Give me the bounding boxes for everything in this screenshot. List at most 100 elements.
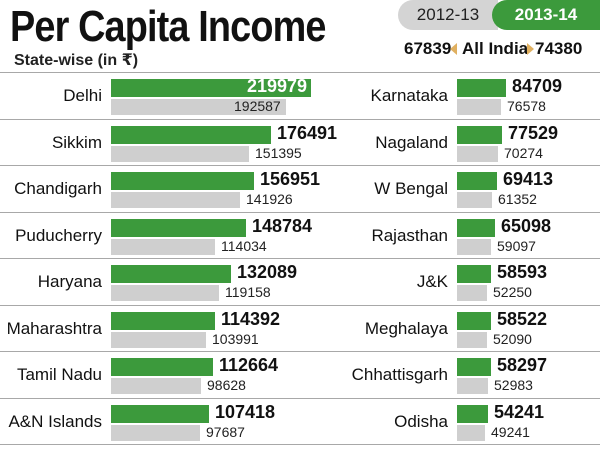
bar-2013-14 bbox=[111, 126, 271, 144]
bar-2012-13 bbox=[457, 192, 492, 208]
bar-row: W Bengal 69413 61352 bbox=[0, 165, 600, 211]
bar-row: Tamil Nadu 112664 98628 bbox=[0, 351, 600, 397]
bar-2012-13 bbox=[457, 425, 485, 441]
bar-row: Nagaland 77529 70274 bbox=[0, 119, 600, 165]
legend-year-new: 2013-14 bbox=[492, 0, 600, 30]
bar-2013-14 bbox=[111, 219, 246, 237]
row-divider bbox=[0, 258, 600, 259]
arrow-left-icon bbox=[450, 43, 457, 55]
value-2012-13: 192587 bbox=[234, 98, 281, 114]
bar-row: Maharashtra 114392 103991 bbox=[0, 305, 600, 351]
state-label: Karnataka bbox=[370, 86, 449, 105]
all-india-old-value: 67839 bbox=[404, 39, 452, 58]
bar-2013-14 bbox=[111, 405, 209, 423]
bar-2013-14 bbox=[457, 312, 491, 330]
state-label: Maharashtra bbox=[6, 319, 102, 338]
bar-2013-14 bbox=[457, 79, 506, 97]
value-2012-13: 76578 bbox=[507, 98, 546, 114]
bar-2012-13 bbox=[111, 332, 206, 348]
bar-row: Haryana 132089 119158 bbox=[0, 258, 600, 304]
value-2013-14: 77529 bbox=[508, 123, 559, 143]
row-divider bbox=[0, 398, 600, 399]
bar-2012-13 bbox=[111, 378, 201, 394]
state-label: Odisha bbox=[394, 412, 448, 431]
bar-2013-14 bbox=[111, 79, 311, 97]
bar-2012-13 bbox=[111, 239, 215, 255]
bar-2013-14 bbox=[111, 358, 213, 376]
bar-2012-13 bbox=[457, 378, 488, 394]
bar-2012-13 bbox=[111, 192, 240, 208]
chart-subtitle: State-wise (in ₹) bbox=[14, 52, 139, 69]
all-india-new-value: 74380 bbox=[535, 39, 583, 58]
bar-2013-14 bbox=[457, 405, 488, 423]
value-2013-14: 156951 bbox=[260, 169, 321, 189]
row-divider bbox=[0, 444, 600, 445]
bar-2012-13 bbox=[111, 146, 249, 162]
chart-title: Per Capita Income bbox=[10, 2, 326, 51]
row-divider bbox=[0, 165, 600, 166]
value-2013-14: 58522 bbox=[497, 309, 548, 329]
bar-row: A&N Islands 107418 97687 bbox=[0, 398, 600, 444]
value-2012-13: 59097 bbox=[497, 238, 536, 254]
value-2013-14: 54241 bbox=[494, 402, 545, 422]
value-2012-13: 70274 bbox=[504, 145, 543, 161]
value-2013-14: 69413 bbox=[503, 169, 554, 189]
bar-2013-14 bbox=[457, 265, 491, 283]
bar-row: Rajasthan 65098 59097 bbox=[0, 212, 600, 258]
state-label: Puducherry bbox=[15, 226, 102, 245]
value-2012-13: 98628 bbox=[207, 377, 246, 393]
value-2013-14: 112664 bbox=[219, 355, 279, 375]
state-label: Haryana bbox=[37, 272, 102, 291]
value-2012-13: 61352 bbox=[498, 191, 537, 207]
value-2012-13: 119158 bbox=[225, 284, 271, 300]
value-2013-14: 176491 bbox=[277, 123, 338, 143]
value-2013-14: 84709 bbox=[512, 76, 563, 96]
bar-2012-13 bbox=[457, 146, 498, 162]
state-label: Chhattisgarh bbox=[351, 365, 448, 384]
bar-row: Delhi 219979 192587 bbox=[0, 72, 600, 118]
state-label: Delhi bbox=[63, 86, 102, 105]
bar-2013-14 bbox=[111, 172, 254, 190]
bar-2013-14 bbox=[457, 358, 491, 376]
state-label: J&K bbox=[416, 272, 448, 291]
bar-2012-13 bbox=[457, 99, 501, 115]
value-2012-13: 52090 bbox=[493, 331, 532, 347]
value-2012-13: 52983 bbox=[494, 377, 533, 393]
bar-row: Karnataka 84709 76578 bbox=[0, 72, 600, 118]
bar-2012-13 bbox=[457, 285, 487, 301]
value-2013-14: 58593 bbox=[497, 262, 548, 282]
value-2012-13: 114034 bbox=[221, 238, 267, 254]
bar-row: Puducherry 148784 114034 bbox=[0, 212, 600, 258]
value-2012-13: 103991 bbox=[212, 331, 259, 347]
state-label: A&N Islands bbox=[8, 412, 102, 431]
value-2013-14: 58297 bbox=[497, 355, 548, 375]
value-2013-14: 148784 bbox=[252, 216, 313, 236]
bar-row: Meghalaya 58522 52090 bbox=[0, 305, 600, 351]
state-label: W Bengal bbox=[374, 179, 448, 198]
state-label: Tamil Nadu bbox=[16, 365, 102, 384]
row-divider bbox=[0, 212, 600, 213]
state-label: Meghalaya bbox=[364, 319, 448, 338]
row-divider bbox=[0, 305, 600, 306]
bar-row: Odisha 54241 49241 bbox=[0, 398, 600, 444]
all-india-label: All India bbox=[462, 39, 529, 58]
value-2013-14: 114392 bbox=[221, 309, 281, 329]
value-2013-14: 65098 bbox=[501, 216, 552, 236]
bar-2012-13 bbox=[111, 285, 219, 301]
legend-year-old: 2012-13 bbox=[398, 0, 498, 30]
bar-2013-14 bbox=[457, 172, 497, 190]
bar-2012-13 bbox=[457, 239, 491, 255]
value-2012-13: 52250 bbox=[493, 284, 532, 300]
bar-2013-14 bbox=[457, 126, 502, 144]
value-2012-13: 151395 bbox=[255, 145, 302, 161]
row-divider bbox=[0, 351, 600, 352]
value-2012-13: 97687 bbox=[206, 424, 245, 440]
arrow-right-icon bbox=[527, 43, 534, 55]
bar-2013-14 bbox=[111, 265, 231, 283]
value-2013-14: 132089 bbox=[237, 262, 298, 282]
bar-2012-13 bbox=[111, 99, 286, 115]
state-label: Nagaland bbox=[375, 133, 448, 152]
bar-row: Chandigarh 156951 141926 bbox=[0, 165, 600, 211]
value-2013-14: 107418 bbox=[215, 402, 276, 422]
bar-row: J&K 58593 52250 bbox=[0, 258, 600, 304]
